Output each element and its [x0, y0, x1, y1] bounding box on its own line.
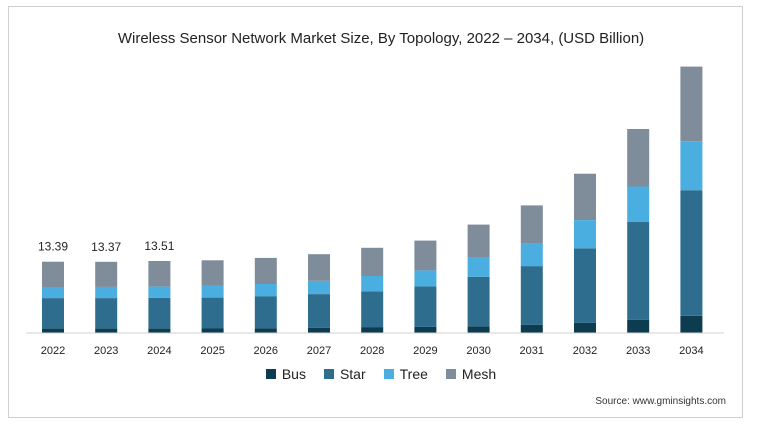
bar-star-2031 [520, 266, 543, 325]
bar-star-2022 [42, 298, 64, 329]
legend-swatch-tree [383, 369, 394, 379]
bar-tree-2029 [414, 270, 437, 287]
chart-frame [8, 6, 743, 418]
bar-mesh-2027 [308, 254, 330, 281]
data-label-2022: 13.39 [38, 240, 68, 254]
bar-star-2024 [148, 297, 171, 329]
bar-bus-2024 [148, 328, 171, 333]
bar-mesh-2024 [148, 261, 171, 287]
x-tick-label-2028: 2028 [360, 345, 384, 357]
bar-star-2030 [467, 276, 490, 327]
x-tick-label-2034: 2034 [679, 345, 703, 357]
bar-tree-2023 [95, 286, 118, 299]
data-label-2023: 13.37 [91, 240, 121, 254]
bar-tree-2028 [361, 276, 384, 292]
bar-bus-2022 [42, 328, 64, 333]
bar-tree-2034 [680, 141, 703, 191]
bar-tree-2027 [308, 280, 330, 295]
legend-label-bus: Bus [281, 366, 306, 382]
bar-star-2034 [680, 190, 703, 316]
bar-bus-2034 [680, 316, 703, 333]
bar-mesh-2031 [520, 205, 543, 244]
bar-bus-2031 [520, 324, 543, 333]
bar-star-2023 [95, 298, 118, 329]
x-tick-label-2023: 2023 [94, 345, 118, 357]
chart-title: Wireless Sensor Network Market Size, By … [117, 30, 645, 47]
legend-item-mesh: Mesh [445, 366, 497, 382]
x-tick-label-2026: 2026 [254, 345, 278, 357]
legend-item-star: Star [323, 366, 366, 382]
x-tick-label-2033: 2033 [626, 345, 650, 357]
x-tick-label-2030: 2030 [466, 345, 490, 357]
bars-group [42, 66, 703, 333]
bar-mesh-2034 [680, 66, 703, 142]
bar-mesh-2029 [414, 240, 437, 271]
bar-bus-2028 [361, 327, 384, 333]
bar-bus-2023 [95, 328, 118, 333]
source-note: Source: www.gminsights.com [595, 396, 726, 407]
bar-star-2032 [574, 248, 596, 323]
bar-tree-2033 [627, 186, 650, 222]
legend-item-tree: Tree [383, 366, 428, 382]
bar-star-2026 [254, 296, 277, 329]
legend-label-tree: Tree [399, 366, 428, 382]
bar-bus-2026 [254, 328, 277, 333]
legend-label-star: Star [339, 366, 366, 382]
data-labels: 13.39 13.37 13.51 [38, 239, 175, 254]
bar-star-2025 [201, 297, 224, 329]
bar-bus-2033 [627, 319, 650, 333]
x-tick-label-2025: 2025 [200, 345, 224, 357]
legend-item-bus: Bus [265, 366, 306, 382]
bar-tree-2032 [574, 220, 596, 249]
bar-bus-2032 [574, 322, 596, 333]
bar-star-2028 [361, 291, 384, 328]
bar-tree-2031 [520, 243, 543, 267]
bar-star-2033 [627, 221, 650, 320]
x-tick-label-2031: 2031 [520, 345, 544, 357]
bar-mesh-2025 [201, 260, 224, 286]
bar-bus-2027 [308, 327, 330, 333]
bar-mesh-2022 [42, 261, 64, 287]
x-tick-label-2024: 2024 [147, 345, 171, 357]
legend: Bus Star Tree Mesh [0, 366, 762, 382]
bar-bus-2029 [414, 326, 437, 333]
x-tick-label-2027: 2027 [307, 345, 331, 357]
bar-tree-2022 [42, 286, 64, 299]
bar-bus-2030 [467, 326, 490, 333]
legend-label-mesh: Mesh [461, 366, 497, 382]
x-tick-labels: 2022 2023 2024 2025 2026 2027 2028 2029 2030 2031… [41, 345, 704, 357]
bar-mesh-2030 [467, 224, 490, 258]
bar-star-2027 [308, 294, 330, 328]
bar-bus-2025 [201, 328, 224, 333]
bar-tree-2030 [467, 257, 490, 277]
bar-tree-2025 [201, 285, 224, 298]
bar-mesh-2023 [95, 261, 118, 287]
bar-mesh-2026 [254, 257, 277, 284]
x-tick-label-2029: 2029 [413, 345, 437, 357]
bar-mesh-2033 [627, 129, 650, 187]
bar-star-2029 [414, 286, 437, 327]
data-label-2024: 13.51 [144, 239, 174, 253]
bar-mesh-2028 [361, 247, 384, 276]
legend-swatch-bus [265, 369, 276, 379]
legend-swatch-mesh [445, 369, 456, 379]
bar-mesh-2032 [574, 173, 596, 220]
x-tick-label-2022: 2022 [41, 345, 65, 357]
legend-swatch-star [323, 369, 334, 379]
bar-tree-2026 [254, 284, 277, 297]
bar-tree-2024 [148, 286, 171, 298]
x-tick-label-2032: 2032 [573, 345, 597, 357]
